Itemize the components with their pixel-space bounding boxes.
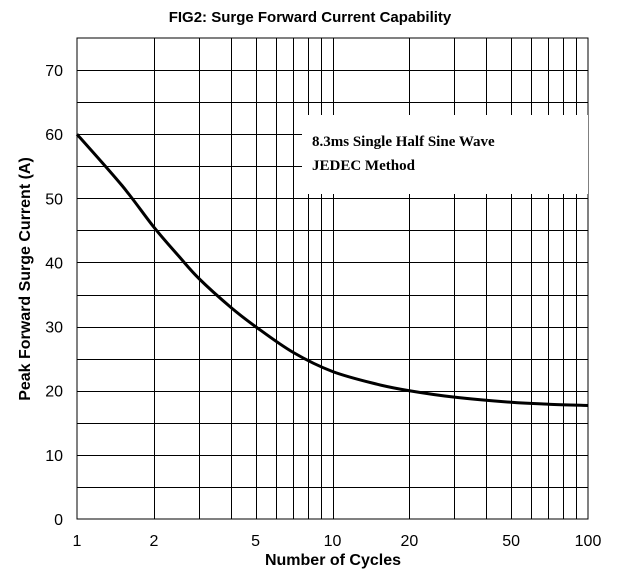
grid-lines: [77, 38, 588, 519]
annotation-box: 8.3ms Single Half Sine Wave JEDEC Method: [302, 115, 588, 194]
x-tick-label: 2: [149, 533, 158, 550]
x-tick-label: 100: [575, 533, 602, 550]
y-tick-label: 60: [45, 127, 63, 144]
y-tick-label: 40: [45, 255, 63, 272]
x-tick-labels: 1 2 5 10 20 50 100: [73, 533, 602, 550]
y-tick-label: 0: [54, 512, 63, 529]
plot-frame: [76, 37, 589, 520]
y-tick-label: 10: [45, 448, 63, 465]
x-axis-label: Number of Cycles: [265, 552, 401, 569]
x-tick-label: 5: [251, 533, 260, 550]
chart-title: FIG2: Surge Forward Current Capability: [169, 9, 452, 26]
y-axis-label: Peak Forward Surge Current (A): [17, 157, 34, 401]
x-tick-label: 50: [502, 533, 520, 550]
x-tick-label: 20: [401, 533, 419, 550]
surge-current-curve: [75, 133, 589, 407]
annotation-line-1: 8.3ms Single Half Sine Wave: [312, 134, 495, 150]
y-tick-label: 30: [45, 320, 63, 337]
y-tick-label: 70: [45, 63, 63, 80]
annotation-background: [302, 115, 588, 194]
x-tick-label: 1: [73, 533, 82, 550]
x-tick-label: 10: [324, 533, 342, 550]
annotation-line-2: JEDEC Method: [312, 158, 416, 174]
y-tick-labels: 0 10 20 30 40 50 60 70: [45, 63, 63, 529]
y-tick-label: 20: [45, 384, 63, 401]
y-tick-label: 50: [45, 191, 63, 208]
